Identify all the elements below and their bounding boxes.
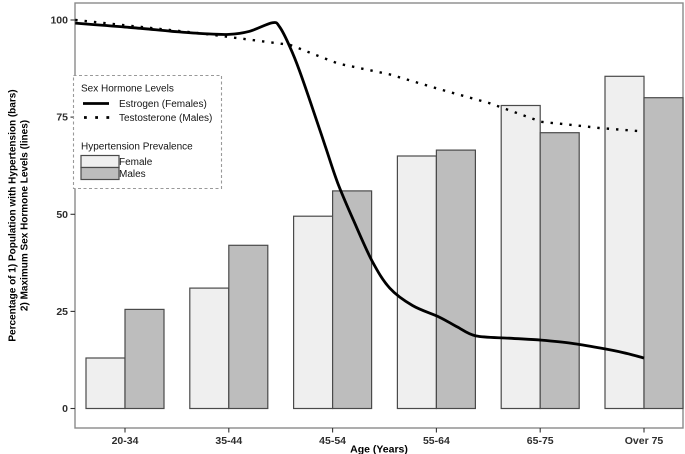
testosterone-line: [75, 18, 645, 133]
bar-female-20-34: [85, 357, 126, 410]
legend-line-group-title: Sex Hormone Levels: [81, 84, 174, 95]
legend-bar-group-title: Hypertension Prevalence: [81, 142, 193, 153]
y-tick-label-0: 0: [62, 403, 68, 415]
legend: Sex Hormone Levels Estrogen (Females) Te…: [72, 74, 223, 190]
y-tick-label-50: 50: [56, 209, 68, 221]
lines-layer: [75, 18, 645, 360]
bar-males-Over 75: [643, 97, 684, 410]
bar-males-35-44: [228, 244, 269, 410]
y-axis-title-line1: Percentage of 1) Population with Hyperte…: [8, 89, 19, 341]
panel-border: [74, 2, 684, 429]
x-tick-label-65-75: 65-75: [527, 435, 554, 447]
bar-males-55-64: [435, 149, 476, 410]
legend-testosterone-label: Testosterone (Males): [119, 113, 212, 124]
x-tick-label-35-44: 35-44: [215, 435, 242, 447]
y-axis: 0 25 50 75 100: [50, 15, 75, 415]
legend-males-label: Males: [119, 169, 146, 180]
y-tick-label-100: 100: [50, 15, 68, 27]
y-tick-label-25: 25: [56, 306, 68, 318]
bar-males-65-75: [539, 132, 580, 410]
bar-female-45-54: [293, 215, 334, 410]
x-tick-label-45-54: 45-54: [319, 435, 346, 447]
bar-female-65-75: [500, 104, 541, 410]
x-axis: 20-34 35-44 45-54 55-64 65-75 Over 75: [112, 428, 664, 447]
y-tick-label-75: 75: [56, 112, 68, 124]
bar-female-35-44: [189, 287, 230, 410]
y-axis-title-line2: 2) Maximum Sex Hormone Levels (lines): [20, 120, 31, 311]
bar-males-20-34: [124, 308, 165, 410]
bar-female-Over 75: [604, 75, 645, 410]
x-tick-label-20-34: 20-34: [112, 435, 139, 447]
x-tick-label-Over 75: Over 75: [625, 435, 664, 447]
x-axis-title: Age (Years): [350, 444, 408, 454]
estrogen-line: [75, 21, 645, 360]
bars-layer: [85, 75, 684, 410]
legend-estrogen-label: Estrogen (Females): [119, 99, 207, 110]
x-tick-label-55-64: 55-64: [423, 435, 450, 447]
bar-males-45-54: [332, 190, 373, 410]
bar-female-55-64: [396, 155, 437, 410]
legend-female-label: Female: [119, 157, 153, 168]
female-bar-swatch: [80, 154, 120, 169]
males-bar-swatch: [80, 166, 120, 181]
